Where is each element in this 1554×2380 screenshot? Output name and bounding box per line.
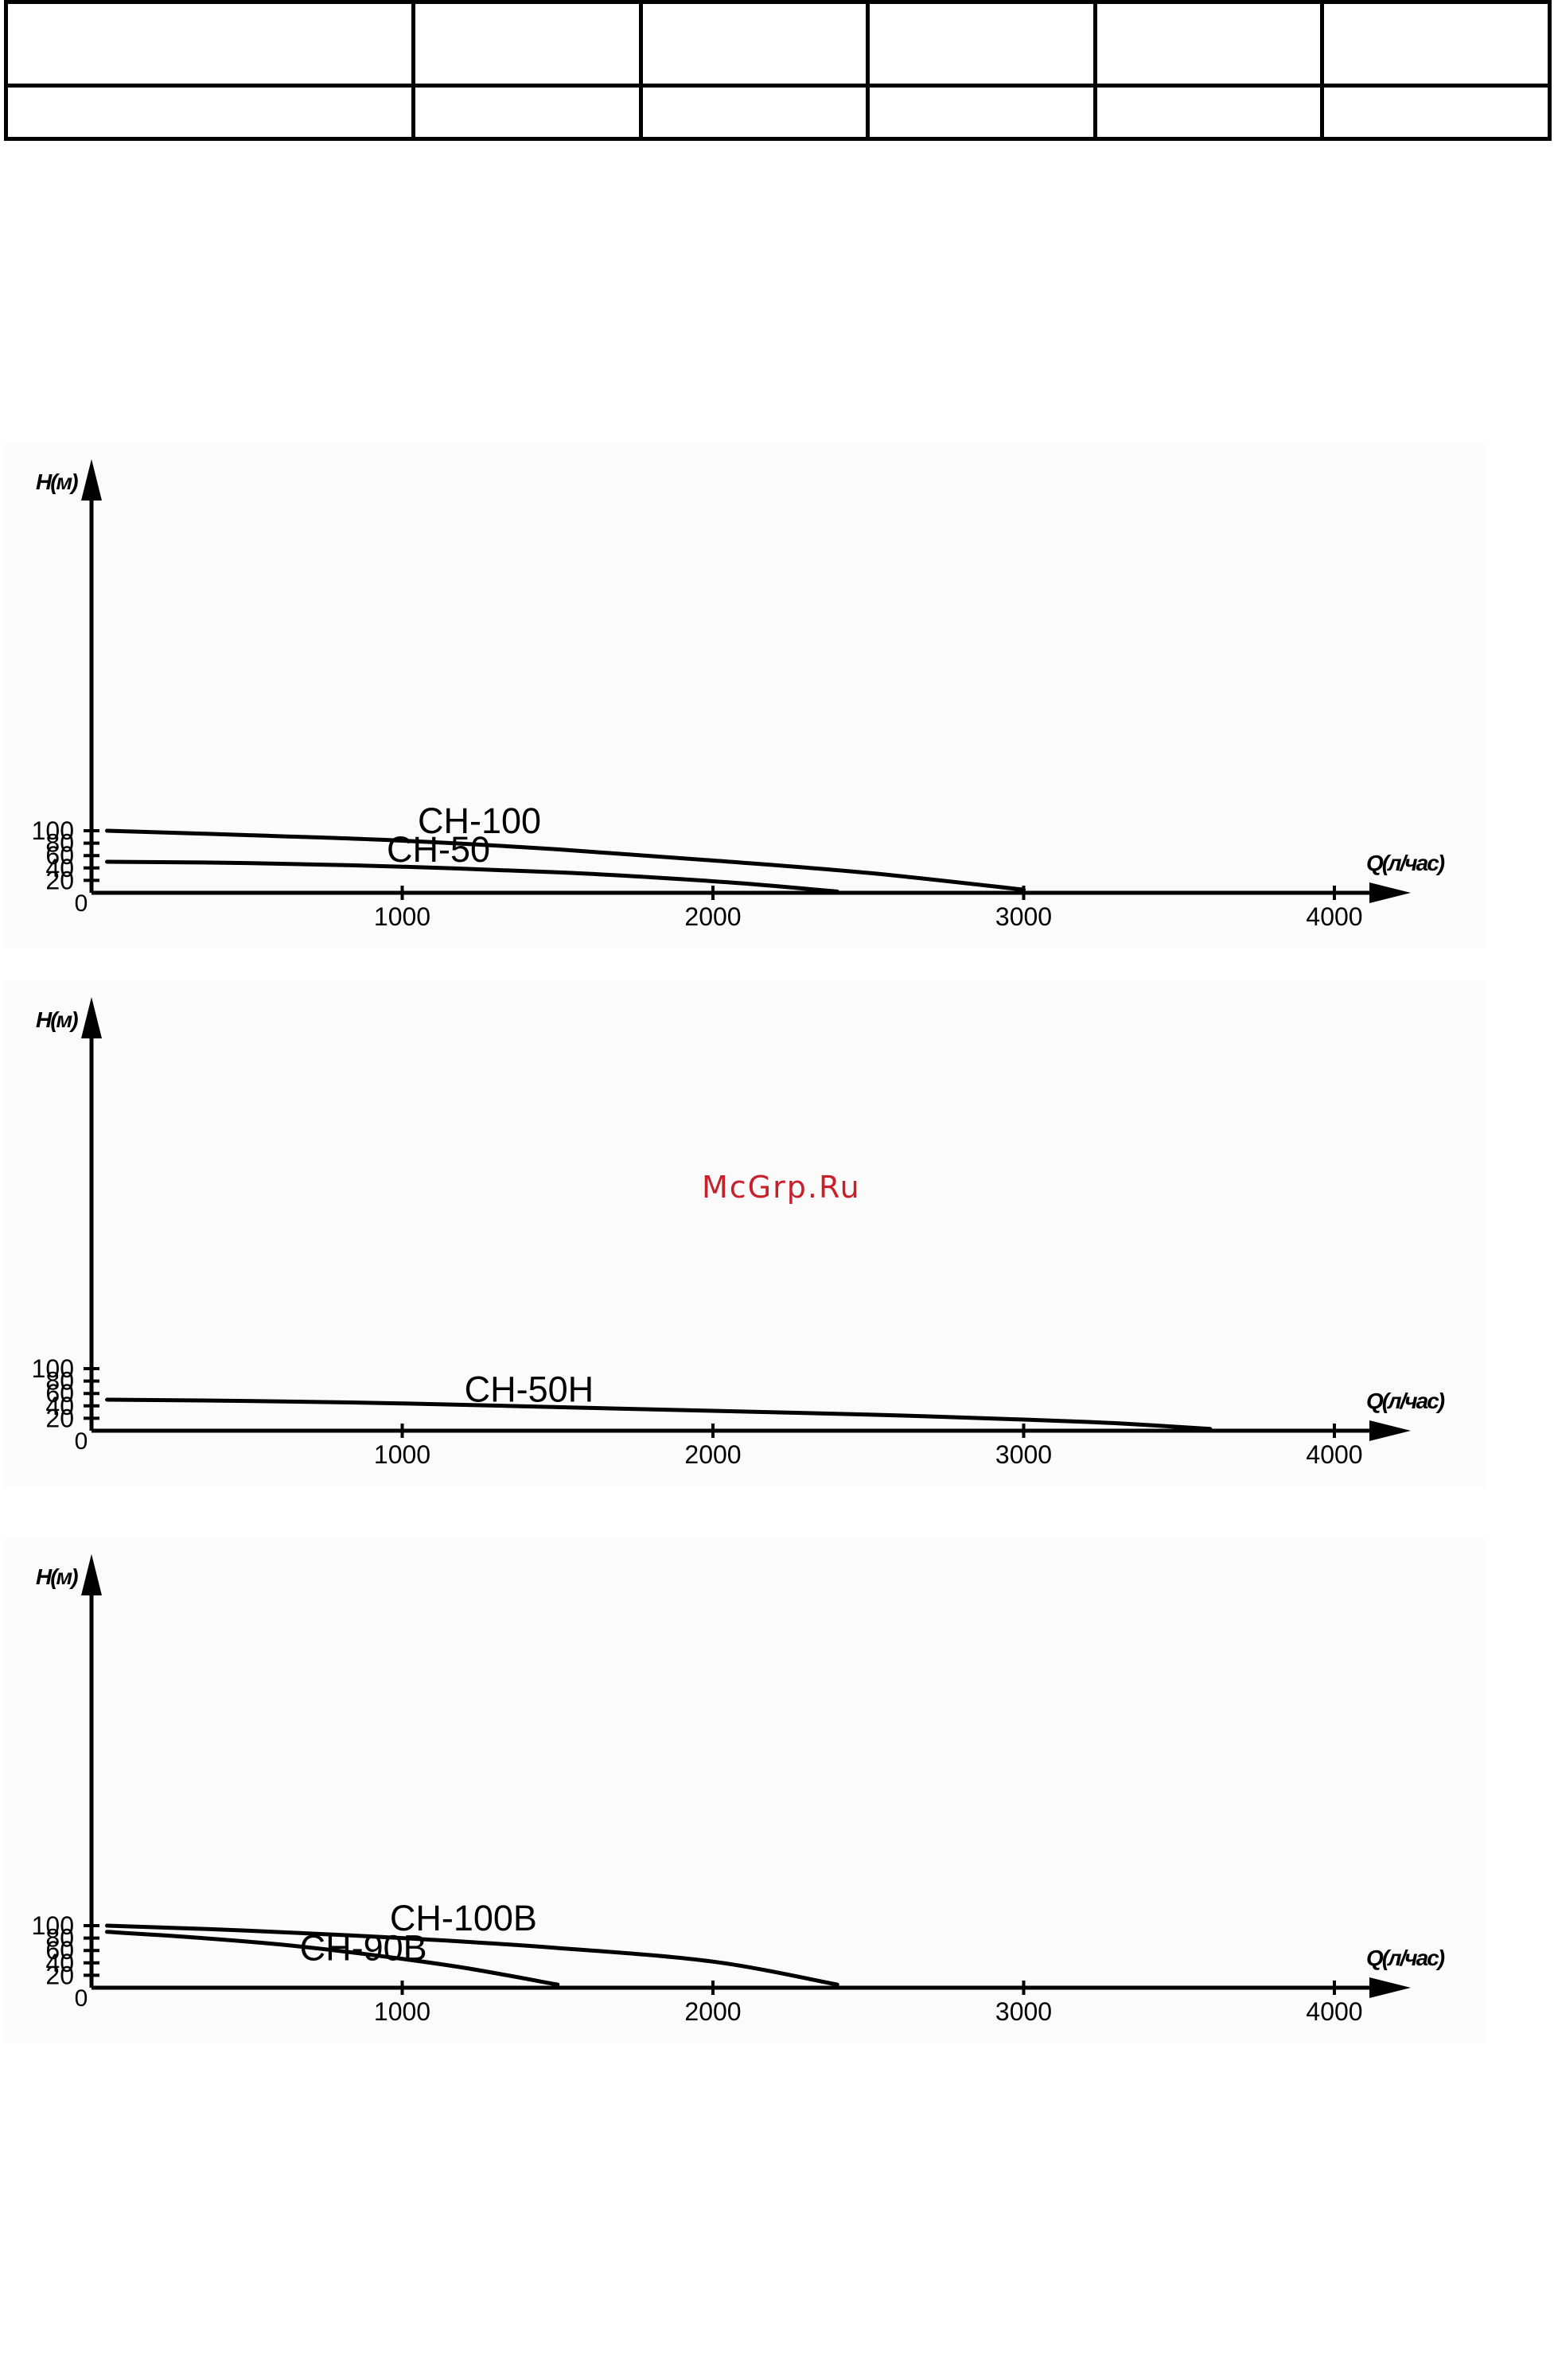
y-tick-label: 40 xyxy=(45,1949,74,1977)
table-cell xyxy=(638,0,870,88)
series-label: CH-100B xyxy=(390,1898,537,1938)
table-cell xyxy=(1092,0,1325,88)
x-tick-label: 2000 xyxy=(684,1997,741,2026)
chart-svg: H(м) Q(л/час) 0 1000 2000 3000 4000 20406080100… xyxy=(32,997,1447,1469)
x-tick-label: 3000 xyxy=(995,1997,1052,2026)
y-tick-label: 20 xyxy=(45,1961,74,1989)
series-label: CH-50 xyxy=(387,829,490,870)
x-tick-label: 2000 xyxy=(684,1440,741,1469)
table-cell xyxy=(411,0,643,88)
x-tick-label: 3000 xyxy=(995,902,1052,931)
chart-ch100b-ch90b: H(м) Q(л/час) 0 1000 2000 3000 4000 20 40 60 80 100… xyxy=(4,1538,1486,2043)
table-cell xyxy=(866,0,1097,88)
y-tick-label: 60 xyxy=(45,1936,74,1965)
table-cell xyxy=(638,84,870,141)
x-axis-arrow xyxy=(1369,1420,1411,1441)
y-axis-arrow xyxy=(81,997,102,1038)
y-axis-arrow xyxy=(81,459,102,501)
table-cell xyxy=(1320,84,1552,141)
x-tick-label: 4000 xyxy=(1306,1440,1362,1469)
chart-svg: H(м) Q(л/час) 0 1000 2000 3000 4000 20406080100… xyxy=(32,1554,1447,2026)
y-tick-label: 20 xyxy=(45,1404,74,1432)
x-axis-label: Q(л/час) xyxy=(1366,1946,1445,1970)
x-tick-label: 3000 xyxy=(995,1440,1052,1469)
x-axis-arrow xyxy=(1369,882,1411,903)
header-table xyxy=(4,0,1552,141)
y-tick-label: 100 xyxy=(32,1354,74,1383)
y-tick-label: 40 xyxy=(45,1392,74,1420)
table-row xyxy=(4,84,1552,141)
y-tick-label: 100 xyxy=(32,816,74,845)
y-tick-label: 80 xyxy=(45,829,74,858)
series-label: CH-50H xyxy=(465,1369,594,1409)
y-tick-label: 80 xyxy=(45,1367,74,1396)
y-tick-label: 20 xyxy=(45,866,74,894)
chart-ch50h: H(м) Q(л/час) 0 1000 2000 3000 4000 20 40 60 80 100… xyxy=(4,981,1486,1486)
x-axis-label: Q(л/час) xyxy=(1366,1389,1445,1413)
table-cell xyxy=(411,84,643,141)
y-tick-label: 60 xyxy=(45,1379,74,1408)
series-label: CH-100 xyxy=(418,800,541,841)
x-axis-arrow xyxy=(1369,1977,1411,1998)
chart-svg: H(м) Q(л/час) 0 1000 2000 3000 4000 20406080100… xyxy=(32,459,1447,931)
origin-label: 0 xyxy=(75,890,88,917)
x-tick-label: 2000 xyxy=(684,902,741,931)
y-tick-label: 60 xyxy=(45,841,74,870)
x-tick-label: 1000 xyxy=(374,902,430,931)
origin-label: 0 xyxy=(75,1428,88,1455)
y-tick-label: 80 xyxy=(45,1924,74,1953)
y-axis-label: H(м) xyxy=(36,1564,78,1589)
y-axis-label: H(м) xyxy=(36,469,78,494)
table-cell xyxy=(866,84,1097,141)
y-tick-label: 40 xyxy=(45,854,74,882)
x-tick-label: 4000 xyxy=(1306,902,1362,931)
x-tick-label: 1000 xyxy=(374,1440,430,1469)
y-axis-label: H(м) xyxy=(36,1007,78,1032)
series-line xyxy=(105,828,1026,892)
series-line xyxy=(105,1923,839,1987)
x-tick-label: 4000 xyxy=(1306,1997,1362,2026)
table-cell xyxy=(4,0,415,88)
table-row xyxy=(4,0,1552,88)
watermark-text: McGrp.Ru xyxy=(702,1170,861,1205)
y-axis-arrow xyxy=(81,1554,102,1595)
x-tick-label: 1000 xyxy=(374,1997,430,2026)
origin-label: 0 xyxy=(75,1985,88,2012)
x-axis-label: Q(л/час) xyxy=(1366,851,1445,875)
table-cell xyxy=(1092,84,1325,141)
series-line xyxy=(105,1397,1213,1432)
series-line xyxy=(105,859,839,894)
series-line xyxy=(105,1930,560,1987)
chart-ch100-ch50: H(м) Q(л/час) 0 1000 2000 3000 4000 20 40 60 80 100… xyxy=(4,443,1486,948)
series-label: CH-90B xyxy=(300,1928,427,1969)
table-cell xyxy=(1320,0,1552,88)
y-tick-label: 100 xyxy=(32,1911,74,1940)
table-cell xyxy=(4,84,415,141)
